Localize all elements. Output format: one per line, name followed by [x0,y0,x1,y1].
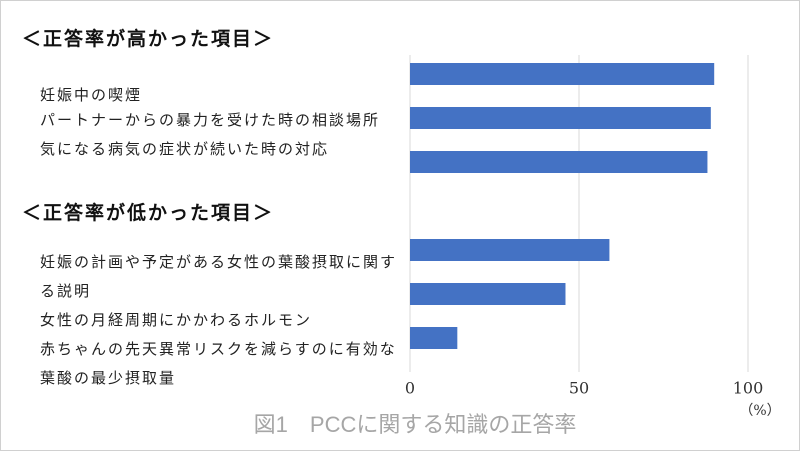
x-tick-label: 0 [405,379,415,398]
chart-title: 図1 PCCに関する知識の正答率 [254,412,577,437]
group-heading: ＜正答率が高かった項目＞ [22,28,275,50]
x-axis-label: （%） [739,403,780,419]
x-tick-label: 100 [733,379,764,398]
category-label: 妊娠中の喫煙 [40,86,143,104]
category-label: 気になる病気の症状が続いた時の対応 [40,140,330,158]
category-label: 赤ちゃんの先天異常リスクを減らすのに有効な葉酸の最少摂取量 [40,340,397,387]
x-tick-label: 50 [569,379,589,398]
bar [410,107,711,129]
group-heading: ＜正答率が低かった項目＞ [22,202,275,224]
bar [410,327,458,349]
bar [410,283,566,305]
bar [410,239,610,261]
category-label: パートナーからの暴力を受けた時の相談場所 [40,111,381,129]
category-label: 妊娠の計画や予定がある女性の葉酸摂取に関する説明 [40,253,398,300]
bar [410,151,708,173]
bar [410,63,715,85]
category-label: 女性の月経周期にかかわるホルモン [40,311,313,329]
